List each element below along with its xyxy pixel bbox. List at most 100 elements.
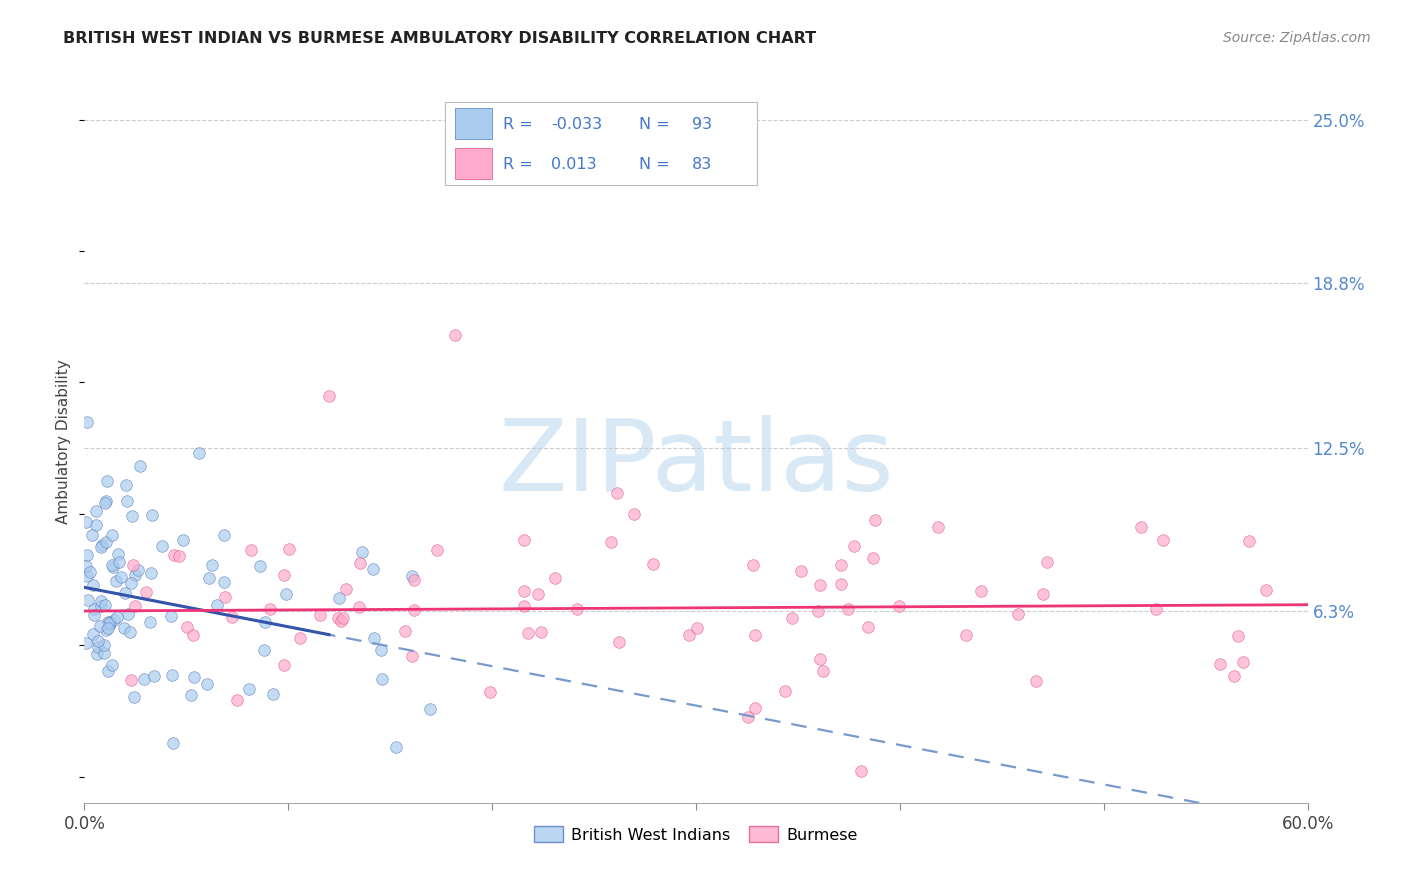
Point	[176, 620, 198, 634]
Point	[139, 566, 162, 580]
Point	[225, 693, 247, 707]
Point	[849, 764, 872, 779]
Point	[807, 604, 830, 618]
Point	[1025, 674, 1047, 689]
Point	[160, 609, 183, 624]
Point	[84, 504, 107, 518]
Point	[273, 568, 295, 582]
Point	[969, 583, 991, 598]
Point	[167, 549, 190, 564]
Point	[318, 388, 340, 402]
Point	[127, 563, 149, 577]
Point	[90, 540, 112, 554]
Point	[526, 587, 548, 601]
Point	[1232, 655, 1254, 669]
Point	[87, 640, 110, 654]
Point	[363, 631, 385, 645]
Point	[607, 635, 630, 649]
Point	[238, 681, 260, 696]
Text: ZIPatlas: ZIPatlas	[498, 415, 894, 512]
Point	[103, 613, 125, 627]
Point	[741, 558, 763, 572]
Point	[837, 601, 859, 615]
Point	[112, 621, 135, 635]
Point	[76, 569, 98, 583]
Point	[75, 636, 97, 650]
Point	[212, 575, 235, 590]
Point	[94, 493, 117, 508]
Point	[98, 615, 121, 630]
Point	[516, 626, 538, 640]
Point	[135, 585, 157, 599]
Point	[100, 558, 122, 572]
Point	[90, 599, 112, 613]
Point	[108, 555, 131, 569]
Point	[808, 578, 831, 592]
Point	[104, 574, 127, 588]
Point	[349, 557, 371, 571]
Point	[163, 548, 186, 562]
Point	[1226, 629, 1249, 643]
Point	[512, 583, 534, 598]
Point	[198, 571, 221, 585]
Point	[370, 643, 392, 657]
Point	[96, 624, 118, 638]
Point	[120, 673, 142, 687]
Point	[565, 602, 588, 616]
Point	[426, 543, 449, 558]
Point	[83, 602, 105, 616]
Point	[83, 607, 105, 622]
Point	[350, 544, 373, 558]
Point	[221, 609, 243, 624]
Point	[253, 643, 276, 657]
Point	[115, 494, 138, 508]
Point	[641, 557, 664, 571]
Point	[1152, 533, 1174, 547]
Point	[513, 599, 536, 613]
Point	[141, 508, 163, 523]
Point	[830, 558, 852, 573]
Point	[290, 631, 312, 645]
Point	[205, 599, 228, 613]
Point	[349, 599, 371, 614]
Point	[789, 565, 811, 579]
Point	[162, 667, 184, 681]
Point	[254, 615, 277, 629]
Point	[927, 520, 949, 534]
Point	[90, 594, 112, 608]
Point	[82, 578, 104, 592]
Point	[606, 485, 628, 500]
Point	[120, 575, 142, 590]
Point	[278, 541, 301, 556]
Point	[249, 559, 271, 574]
Legend: British West Indians, Burmese: British West Indians, Burmese	[527, 820, 865, 849]
Point	[132, 672, 155, 686]
Point	[162, 736, 184, 750]
Point	[780, 611, 803, 625]
Point	[107, 547, 129, 561]
Point	[75, 515, 97, 529]
Point	[309, 607, 332, 622]
Point	[100, 658, 122, 673]
Point	[124, 568, 146, 582]
Point	[259, 602, 281, 616]
Point	[172, 533, 194, 547]
Point	[737, 709, 759, 723]
Point	[600, 535, 623, 549]
Point	[96, 534, 118, 549]
Point	[329, 614, 352, 628]
Point	[105, 609, 128, 624]
Point	[214, 590, 236, 604]
Y-axis label: Ambulatory Disability: Ambulatory Disability	[56, 359, 72, 524]
Point	[98, 615, 121, 629]
Point	[394, 624, 416, 639]
Point	[1035, 555, 1057, 569]
Point	[195, 677, 218, 691]
Point	[80, 528, 103, 542]
Point	[183, 670, 205, 684]
Point	[122, 558, 145, 572]
Point	[335, 582, 357, 596]
Point	[187, 445, 209, 459]
Point	[117, 607, 139, 622]
Point	[274, 587, 297, 601]
